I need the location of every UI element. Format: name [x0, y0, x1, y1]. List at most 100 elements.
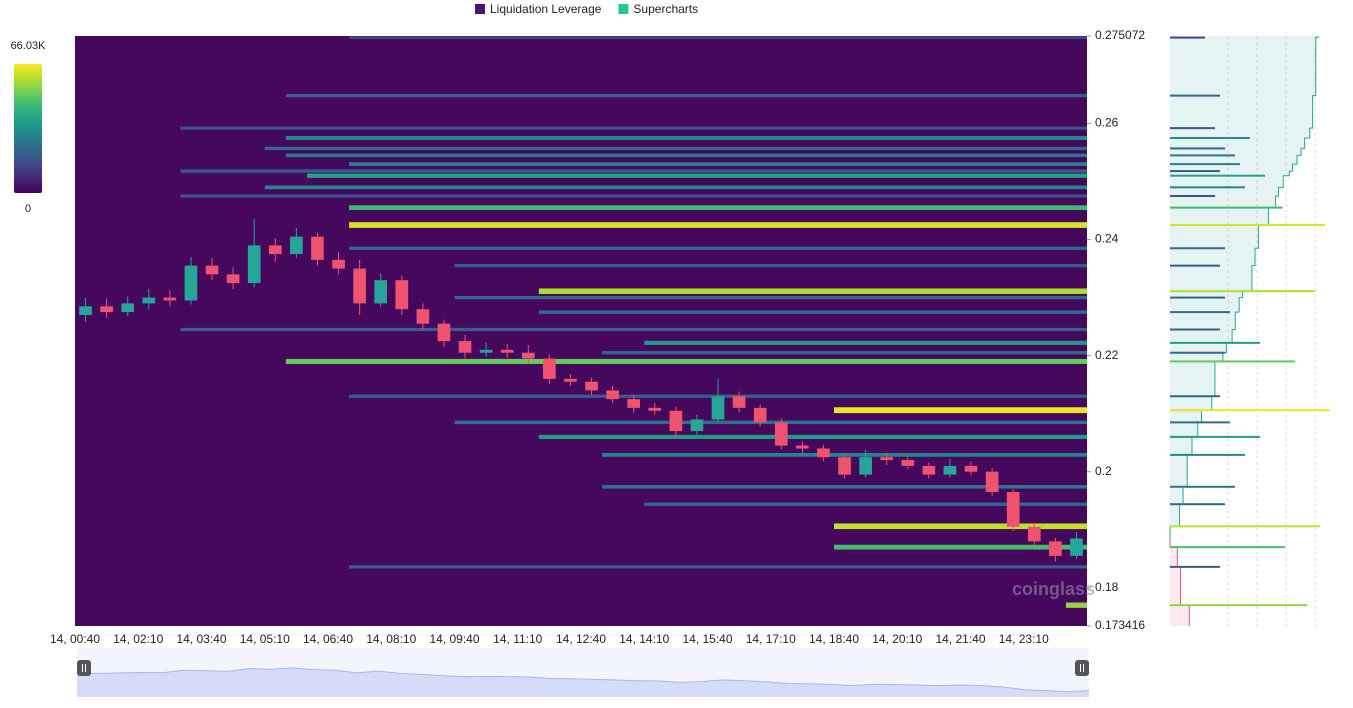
candle-body — [268, 245, 282, 255]
liquidation-level — [602, 485, 1087, 489]
candle-body — [374, 280, 388, 304]
profile-bar — [1170, 435, 1260, 438]
liquidation-level — [834, 523, 1087, 530]
x-tick-label: 14, 09:40 — [429, 632, 479, 646]
y-tick-label: 0.18 — [1095, 580, 1119, 594]
x-tick-label: 14, 12:40 — [556, 632, 606, 646]
candle-body — [648, 407, 662, 411]
candle-body — [543, 358, 556, 379]
profile-bar — [1170, 546, 1285, 549]
liquidation-level — [306, 173, 1088, 178]
candle-body — [1006, 492, 1020, 527]
profile-bar — [1170, 604, 1308, 607]
candle-body — [416, 309, 430, 324]
candle-body — [880, 457, 894, 461]
y-tick-label: 0.173416 — [1095, 618, 1145, 632]
profile-bar — [1170, 341, 1260, 344]
liquidation-level — [538, 310, 1087, 314]
profile-bar — [1170, 360, 1295, 363]
candle-body — [732, 396, 746, 408]
candle-body — [437, 323, 451, 342]
x-tick-label: 14, 15:40 — [682, 632, 732, 646]
liquidation-level — [834, 407, 1087, 414]
candle-body — [247, 245, 261, 284]
liquidation-level — [1065, 602, 1087, 608]
x-tick-label: 14, 14:10 — [619, 632, 669, 646]
candle-body — [690, 419, 704, 432]
y-tick-label: 0.2 — [1095, 464, 1112, 478]
profile-bar — [1170, 328, 1220, 331]
liquidation-level — [644, 340, 1087, 345]
navigator-handle[interactable] — [77, 660, 91, 676]
profile-bar — [1170, 174, 1265, 177]
candle-body — [311, 236, 324, 260]
candle-body — [774, 422, 788, 446]
candle-body — [521, 352, 535, 359]
profile-bar — [1170, 311, 1230, 314]
candle-body — [606, 390, 619, 400]
colorbar — [14, 64, 42, 193]
profile-bar — [1170, 395, 1220, 398]
candle-body — [753, 407, 767, 423]
navigator-handle[interactable] — [1075, 660, 1089, 676]
candle-body — [922, 465, 936, 475]
x-tick-label: 14, 00:40 — [50, 632, 100, 646]
candle-body — [163, 297, 177, 301]
liquidation-level — [285, 153, 1087, 158]
candle-body — [669, 410, 683, 432]
candle-body — [500, 349, 514, 353]
candle-body — [1027, 526, 1041, 542]
liquidation-level — [349, 565, 1087, 569]
liquidation-level — [349, 205, 1087, 210]
liquidation-level — [538, 434, 1087, 439]
profile-bar — [1170, 36, 1205, 39]
navigator-area — [77, 667, 1089, 697]
watermark: coinglass — [1012, 579, 1095, 599]
x-tick-label: 14, 06:40 — [303, 632, 353, 646]
candle-body — [838, 457, 851, 475]
profile-bar — [1170, 195, 1215, 198]
candle-body — [627, 399, 641, 408]
cumulative-line — [1169, 36, 1319, 539]
candle-body — [79, 306, 92, 316]
x-tick-label: 14, 05:10 — [240, 632, 290, 646]
candle-body — [184, 265, 198, 301]
liquidation-level — [349, 162, 1087, 166]
cumulative-area — [1170, 538, 1190, 626]
profile-bar — [1170, 247, 1225, 250]
profile-bar — [1170, 186, 1245, 189]
profile-bar — [1170, 525, 1320, 528]
liquidation-level — [454, 264, 1087, 268]
candle-body — [901, 460, 915, 466]
liquidation-level — [285, 94, 1087, 98]
liquidation-level — [454, 295, 1087, 300]
liquidation-level — [264, 185, 1087, 190]
legend-swatch — [475, 4, 485, 14]
profile-bar — [1170, 503, 1225, 506]
candle-body — [1070, 538, 1083, 556]
profile-bar — [1170, 290, 1315, 293]
candle-body — [142, 297, 156, 304]
profile-bar — [1170, 163, 1240, 166]
liquidation-level — [180, 169, 1087, 173]
legend-label: Supercharts — [633, 2, 698, 16]
liquidation-level — [644, 502, 1087, 506]
x-tick-label: 14, 23:10 — [999, 632, 1049, 646]
liquidation-level — [264, 146, 1087, 151]
candle-body — [395, 280, 409, 310]
x-tick-label: 14, 18:40 — [809, 632, 859, 646]
candle-body — [817, 448, 830, 458]
profile-bar — [1170, 296, 1225, 299]
candle-body — [121, 303, 135, 313]
profile-bar — [1170, 94, 1220, 97]
profile-bar — [1170, 127, 1215, 130]
liquidation-level — [602, 351, 1087, 355]
profile-bar — [1170, 206, 1283, 209]
cumulative-area — [1170, 36, 1318, 539]
colorbar-label: 66.03K — [11, 40, 47, 52]
liquidation-level — [454, 420, 1087, 425]
profile-bar — [1170, 264, 1220, 267]
y-tick-label: 0.22 — [1095, 348, 1119, 362]
